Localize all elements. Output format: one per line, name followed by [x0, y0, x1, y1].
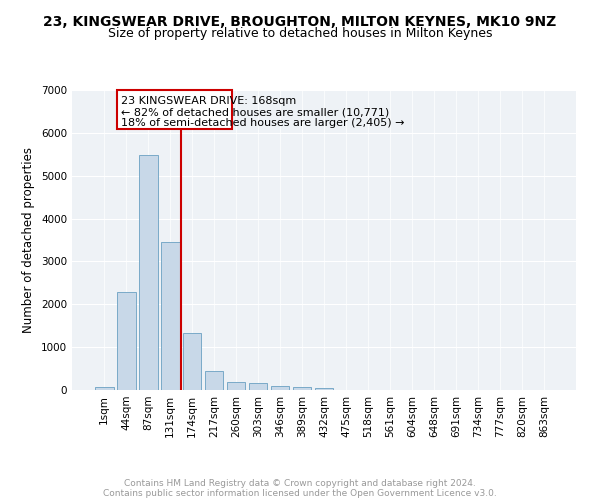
Text: 18% of semi-detached houses are larger (2,405) →: 18% of semi-detached houses are larger (…	[121, 118, 405, 128]
Bar	[139, 155, 158, 390]
Bar	[293, 387, 311, 390]
Text: ← 82% of detached houses are smaller (10,771): ← 82% of detached houses are smaller (10…	[121, 107, 389, 117]
Bar	[314, 388, 334, 390]
FancyBboxPatch shape	[118, 90, 232, 128]
Text: Contains HM Land Registry data © Crown copyright and database right 2024.: Contains HM Land Registry data © Crown c…	[124, 478, 476, 488]
Text: Size of property relative to detached houses in Milton Keynes: Size of property relative to detached ho…	[108, 28, 492, 40]
Bar	[117, 292, 136, 390]
Bar	[183, 334, 202, 390]
Bar	[95, 387, 113, 390]
Text: Contains public sector information licensed under the Open Government Licence v3: Contains public sector information licen…	[103, 488, 497, 498]
Bar	[249, 382, 268, 390]
Bar	[227, 382, 245, 390]
Bar	[161, 242, 179, 390]
Text: 23, KINGSWEAR DRIVE, BROUGHTON, MILTON KEYNES, MK10 9NZ: 23, KINGSWEAR DRIVE, BROUGHTON, MILTON K…	[43, 15, 557, 29]
Bar	[205, 371, 223, 390]
Bar	[271, 386, 289, 390]
Text: 23 KINGSWEAR DRIVE: 168sqm: 23 KINGSWEAR DRIVE: 168sqm	[121, 96, 296, 106]
Y-axis label: Number of detached properties: Number of detached properties	[22, 147, 35, 333]
